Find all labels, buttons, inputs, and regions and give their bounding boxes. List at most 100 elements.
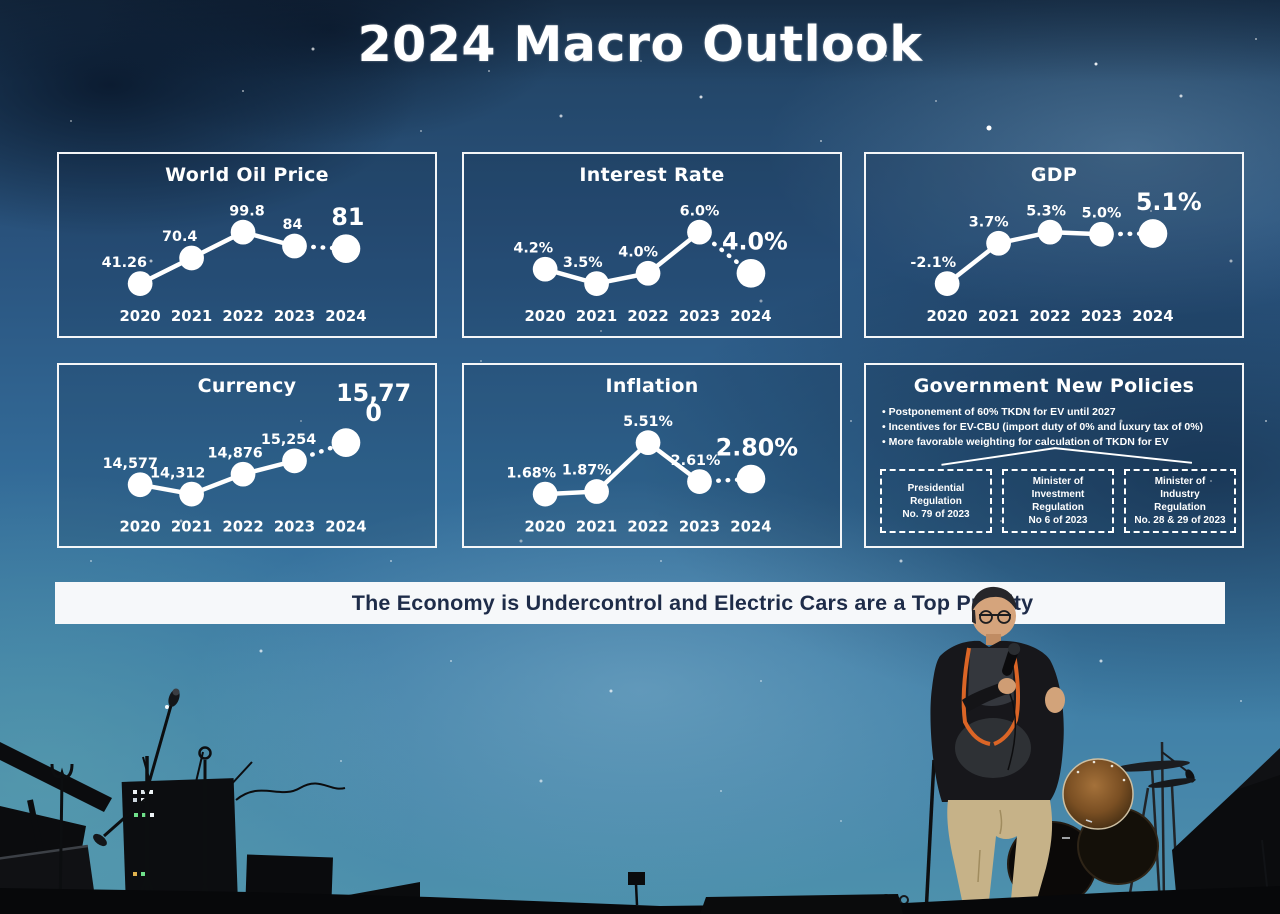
- chart-year-label: 2021: [576, 308, 617, 325]
- policy-bullet: Postponement of 60% TKDN for EV until 20…: [882, 405, 1236, 420]
- policies-bullet-list: Postponement of 60% TKDN for EV until 20…: [882, 405, 1236, 450]
- chart-value-label: 3.7%: [969, 214, 1009, 230]
- banner-headline: The Economy is Undercontrol and Electric…: [55, 582, 1225, 624]
- chart-value-label: 4.0%: [618, 244, 658, 260]
- chart-point-2023: [282, 233, 307, 259]
- chart-title: Inflation: [605, 375, 699, 397]
- chart-value-label: 15,254: [261, 432, 316, 448]
- chart-year-label: 2022: [222, 308, 263, 325]
- chart-value-label: 5.0%: [1082, 205, 1122, 221]
- chart-box-currency: Currency 14,577 2020 14,312 2021 14,876 2022 1…: [57, 363, 437, 548]
- bracket-line: [941, 447, 1193, 466]
- chart-point-2024: [736, 464, 766, 494]
- chart-year-label: 2022: [627, 308, 668, 325]
- chart-year-label: 2020: [926, 308, 967, 325]
- chart-point-2023: [687, 469, 712, 494]
- government-policies-box: Government New Policies Postponement of …: [864, 363, 1244, 548]
- chart-title: World Oil Price: [165, 164, 329, 186]
- chart-year-label: 2020: [524, 519, 565, 536]
- slide-title: 2024 Macro Outlook: [357, 16, 923, 73]
- chart-point-2022: [1037, 219, 1063, 245]
- chart-title: Interest Rate: [579, 164, 725, 186]
- chart-year-label: 2024: [325, 308, 366, 325]
- chart-year-label: 2021: [171, 308, 212, 325]
- chart-point-2021: [584, 271, 609, 296]
- chart-year-label: 2021: [978, 308, 1019, 325]
- chart-value-label: 5.1%: [1136, 188, 1202, 216]
- chart-title: Currency: [197, 375, 297, 397]
- chart-point-2024: [736, 258, 766, 288]
- chart-point-2020: [532, 481, 558, 507]
- chart-year-label: 2021: [576, 519, 617, 536]
- chart-point-2022: [635, 260, 661, 286]
- chart-box-gdp: GDP -2.1% 2020 3.7% 2021 5.3% 2022 5.0% 2023 5.1…: [864, 152, 1244, 338]
- chart-value-label: 81: [331, 203, 364, 231]
- chart-box-inflation: Inflation 1.68% 2020 1.87% 2021 5.51% 2022 2.6…: [462, 363, 842, 548]
- chart-value-label: -2.1%: [910, 255, 956, 271]
- policies-title: Government New Policies: [913, 375, 1195, 397]
- chart-title: GDP: [1030, 164, 1078, 186]
- chart-year-label: 2024: [730, 308, 771, 325]
- chart-point-2022: [635, 430, 661, 456]
- chart-point-2023: [687, 219, 712, 245]
- chart-plot: -2.1% 2020 3.7% 2021 5.3% 2022 5.0% 2023 5.1% 202…: [910, 188, 1202, 325]
- chart-value-label: 15,77 0: [336, 379, 411, 427]
- chart-point-2022: [230, 219, 256, 245]
- chart-value-label: 14,312: [150, 465, 205, 481]
- chart-value-label: 4.2%: [513, 240, 553, 256]
- chart-point-2020: [127, 271, 153, 296]
- chart-point-2020: [127, 472, 153, 498]
- chart-year-label: 2020: [524, 308, 565, 325]
- chart-year-label: 2024: [325, 519, 366, 536]
- chart-value-label: 1.87%: [562, 463, 612, 479]
- chart-point-2022: [230, 461, 256, 487]
- chart-year-label: 2022: [1029, 308, 1070, 325]
- chart-point-2020: [532, 256, 558, 282]
- chart-plot: 4.2% 2020 3.5% 2021 4.0% 2022 6.0% 2023 4.0% 2024: [513, 203, 788, 325]
- chart-year-label: 2024: [730, 519, 771, 536]
- chart-year-label: 2023: [274, 519, 315, 536]
- regulation-boxes: Presidential Regulation No. 79 of 2023 M…: [880, 469, 1236, 533]
- chart-value-label: 4.0%: [722, 228, 788, 256]
- chart-point-2021: [584, 479, 609, 504]
- chart-box-world-oil-price: World Oil Price 41.26 2020 70.4 2021 99.8 202…: [57, 152, 437, 338]
- regulation-box-investment: Minister of Investment Regulation No 6 o…: [1002, 469, 1114, 533]
- chart-year-label: 2020: [119, 519, 160, 536]
- chart-year-label: 2023: [679, 519, 720, 536]
- chart-year-label: 2020: [119, 308, 160, 325]
- chart-year-label: 2022: [222, 519, 263, 536]
- chart-value-label: 99.8: [229, 203, 264, 219]
- chart-year-label: 2024: [1132, 308, 1173, 325]
- chart-value-label: 2.61%: [671, 453, 721, 469]
- chart-year-label: 2022: [627, 519, 668, 536]
- chart-value-label: 14,876: [207, 445, 262, 461]
- chart-value-label: 2.80%: [716, 433, 799, 461]
- chart-point-2024: [331, 428, 361, 457]
- chart-value-label: 1.68%: [506, 465, 556, 481]
- chart-value-label: 84: [283, 217, 303, 233]
- chart-value-label: 41.26: [102, 255, 147, 271]
- chart-plot: 1.68% 2020 1.87% 2021 5.51% 2022 2.61% 2023 2.80…: [506, 414, 799, 536]
- regulation-box-presidential: Presidential Regulation No. 79 of 2023: [880, 469, 992, 533]
- chart-point-2023: [282, 448, 307, 474]
- chart-point-2020: [934, 271, 960, 296]
- chart-plot: 14,577 2020 14,312 2021 14,876 2022 15,254 2023…: [103, 379, 412, 536]
- policy-bullet: Incentives for EV-CBU (import duty of 0%…: [882, 420, 1236, 435]
- chart-point-2021: [179, 481, 204, 507]
- chart-point-2021: [986, 230, 1011, 256]
- chart-year-label: 2021: [171, 519, 212, 536]
- chart-year-label: 2023: [274, 308, 315, 325]
- chart-value-label: 5.51%: [623, 414, 673, 430]
- chart-year-label: 2023: [679, 308, 720, 325]
- chart-point-2024: [331, 234, 361, 264]
- chart-value-label: 70.4: [162, 229, 197, 245]
- chart-box-interest-rate: Interest Rate 4.2% 2020 3.5% 2021 4.0% 2022 6.…: [462, 152, 842, 338]
- chart-year-label: 2023: [1081, 308, 1122, 325]
- policy-bullet: More favorable weighting for calculation…: [882, 435, 1236, 450]
- chart-value-label: 5.3%: [1026, 203, 1066, 219]
- chart-value-label: 14,577: [103, 456, 158, 472]
- chart-value-label: 6.0%: [680, 203, 720, 219]
- chart-point-2024: [1138, 219, 1168, 248]
- chart-value-label: 3.5%: [563, 255, 603, 271]
